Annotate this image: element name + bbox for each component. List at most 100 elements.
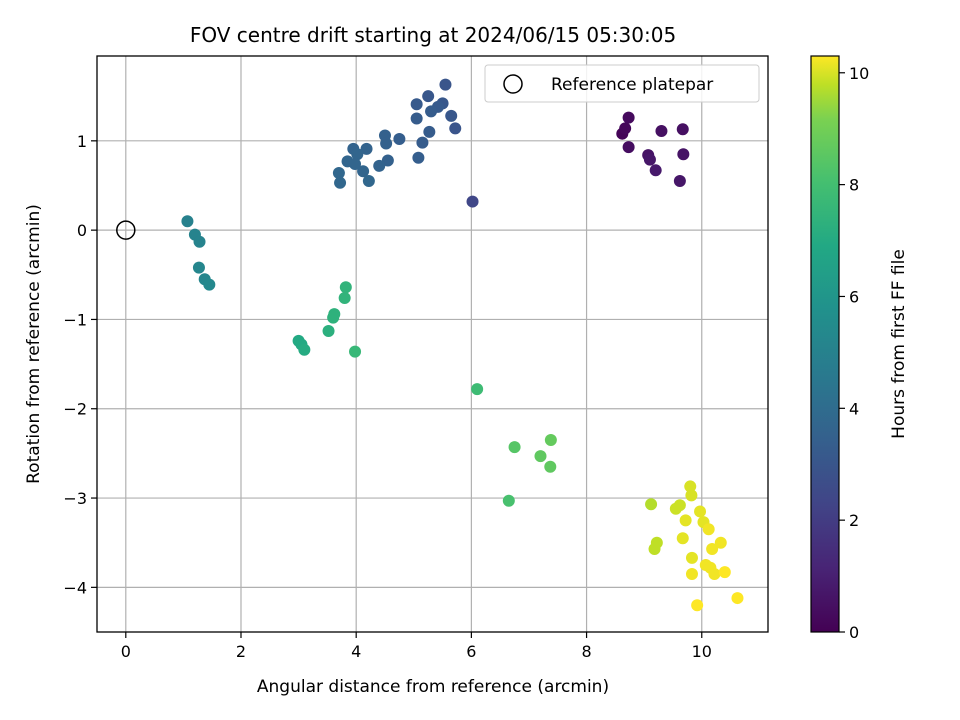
data-point: [649, 164, 662, 177]
data-point: [673, 175, 686, 188]
data-point: [685, 489, 698, 502]
data-point: [193, 235, 206, 248]
data-point: [425, 105, 438, 118]
data-point: [706, 542, 719, 555]
data-point: [648, 542, 661, 555]
x-tick-label: 8: [581, 642, 591, 661]
data-point: [416, 136, 429, 149]
data-point: [508, 441, 521, 454]
grid-lines: [97, 56, 768, 632]
data-point: [380, 137, 393, 150]
reference-marker-layer: [116, 220, 136, 240]
data-point: [643, 153, 656, 166]
y-tick-label: 0: [77, 221, 87, 240]
data-point: [714, 536, 727, 549]
data-point: [349, 158, 362, 171]
data-point: [534, 450, 547, 463]
data-point: [373, 159, 386, 172]
colorbar-label: Hours from first FF file: [889, 249, 909, 439]
data-point: [676, 123, 689, 136]
x-axis-label: Angular distance from reference (arcmin): [257, 677, 609, 697]
data-point: [322, 325, 335, 338]
data-point: [393, 133, 406, 146]
data-point: [685, 551, 698, 564]
data-point: [685, 567, 698, 580]
colorbar-tick-label: 10: [849, 64, 869, 83]
data-point: [439, 78, 452, 91]
legend-box: [484, 64, 760, 103]
data-point: [676, 532, 689, 545]
data-point: [203, 278, 216, 291]
y-tick-label: −3: [63, 489, 87, 508]
data-point: [423, 125, 436, 138]
data-point: [332, 166, 345, 179]
data-point: [731, 592, 744, 605]
data-point: [181, 215, 194, 228]
colorbar-tick-label: 2: [849, 511, 859, 530]
data-point: [694, 505, 707, 518]
scatter-points: [181, 78, 744, 612]
x-tick-label: 0: [121, 642, 131, 661]
data-point: [471, 383, 484, 396]
data-point: [338, 292, 351, 305]
legend: Reference platepar: [484, 64, 760, 103]
y-tick-label: 1: [77, 132, 87, 151]
x-tick-label: 10: [692, 642, 712, 661]
colorbar-frame: [810, 55, 840, 633]
y-tick-label: −1: [63, 310, 87, 329]
data-point: [684, 480, 697, 493]
data-point: [360, 142, 373, 155]
data-point: [412, 151, 425, 164]
y-tick-label: −2: [63, 400, 87, 419]
data-point: [619, 122, 632, 135]
data-point: [718, 566, 731, 579]
data-point: [349, 345, 362, 358]
data-point: [351, 148, 364, 161]
plot-frame: [96, 55, 769, 633]
data-point: [677, 148, 690, 161]
data-point: [645, 498, 658, 511]
x-tick-label: 4: [351, 642, 361, 661]
data-point: [445, 109, 458, 122]
data-point: [410, 98, 423, 111]
data-point: [544, 460, 557, 473]
data-point: [691, 599, 704, 612]
chart-title: FOV centre drift starting at 2024/06/15 …: [190, 23, 676, 47]
data-point: [339, 281, 352, 294]
data-point: [702, 523, 715, 536]
colorbar-tick-label: 0: [849, 623, 859, 642]
data-point: [544, 434, 557, 446]
data-point: [357, 165, 370, 178]
reference-platepar-marker: [116, 220, 136, 240]
data-point: [679, 514, 692, 527]
colorbar-ticks: 0 2 4 6 8 10: [839, 64, 869, 642]
data-point: [192, 261, 205, 274]
x-tick-label: 2: [236, 642, 246, 661]
colorbar: 0 2 4 6 8 10 Hours from first FF file: [810, 55, 909, 642]
data-point: [449, 122, 462, 135]
data-point: [708, 567, 721, 580]
colorbar-tick-label: 8: [849, 176, 859, 195]
data-point: [410, 112, 423, 125]
legend-reference-marker: [503, 74, 523, 94]
y-tick-label: −4: [63, 578, 87, 597]
data-point: [466, 195, 479, 208]
data-point: [381, 154, 394, 167]
colorbar-tick-label: 6: [849, 287, 859, 306]
data-point: [673, 499, 686, 512]
data-point: [622, 111, 635, 124]
colorbar-tick-label: 4: [849, 399, 859, 418]
data-point: [622, 141, 635, 154]
data-point: [422, 90, 435, 103]
y-axis-label: Rotation from reference (arcmin): [24, 204, 44, 484]
data-point: [328, 308, 341, 321]
data-point: [362, 175, 375, 188]
data-point: [334, 176, 347, 189]
colorbar-gradient: [811, 56, 839, 632]
axis-ticks: 0 2 4 6 8 10 −4 −3 −2 −1 0 1: [63, 132, 712, 661]
data-point: [502, 494, 515, 507]
data-point: [655, 125, 668, 138]
data-point: [298, 343, 311, 356]
legend-entry-reference-platepar: Reference platepar: [551, 75, 713, 95]
